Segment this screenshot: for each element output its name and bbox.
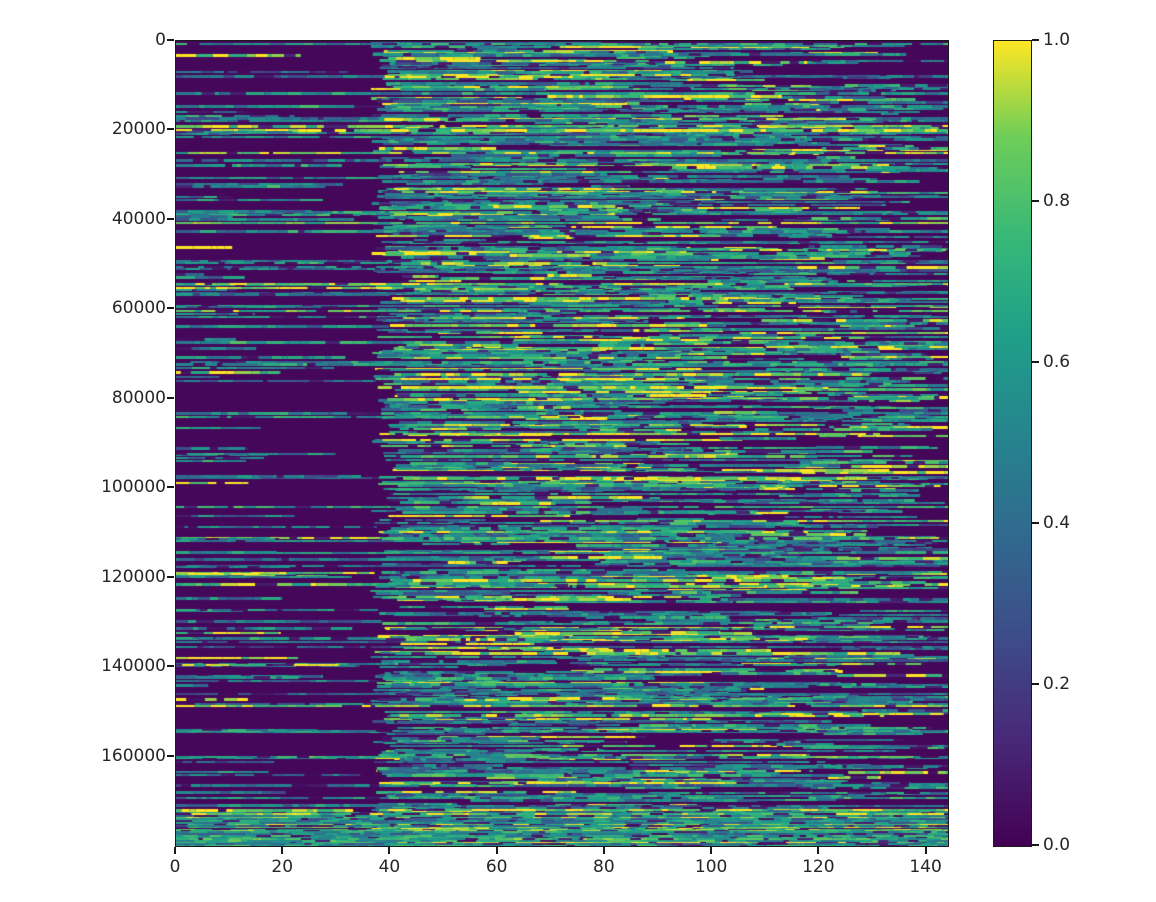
colorbar-gradient	[994, 41, 1031, 846]
y-tick-mark	[167, 396, 174, 399]
colorbar-tick-mark	[1032, 39, 1039, 41]
x-tick-label: 40	[378, 857, 401, 877]
x-tick-mark	[495, 847, 498, 854]
x-tick-label: 60	[485, 857, 508, 877]
x-tick-label: 0	[169, 857, 181, 877]
y-tick-label: 160000	[101, 745, 166, 766]
y-tick-label: 20000	[111, 119, 166, 140]
colorbar-tick-label: 0.6	[1043, 352, 1071, 372]
y-tick-mark	[167, 754, 174, 757]
y-tick-mark	[167, 217, 174, 220]
y-tick-mark	[167, 307, 174, 310]
colorbar-tick-label: 0.8	[1043, 191, 1071, 211]
y-tick-mark	[167, 39, 174, 41]
colorbar-tick-mark	[1032, 522, 1039, 524]
x-tick-mark	[174, 847, 176, 854]
y-tick-label: 40000	[111, 208, 166, 229]
colorbar	[993, 40, 1032, 847]
colorbar-tick-label: 0.4	[1043, 513, 1071, 533]
y-tick-label: 140000	[101, 656, 166, 677]
x-tick-mark	[602, 847, 605, 854]
x-tick-label: 140	[909, 857, 942, 877]
colorbar-tick-label: 0.2	[1043, 674, 1071, 694]
x-tick-label: 20	[271, 857, 294, 877]
plot-area	[175, 40, 949, 847]
colorbar-tick-label: 1.0	[1043, 30, 1071, 50]
y-tick-label: 120000	[101, 566, 166, 587]
x-tick-label: 100	[694, 857, 728, 877]
colorbar-tick-mark	[1032, 683, 1039, 685]
x-tick-mark	[388, 847, 391, 854]
colorbar-tick-label: 0.0	[1043, 835, 1071, 855]
heatmap-image	[176, 41, 948, 846]
y-tick-mark	[167, 128, 174, 131]
y-tick-label: 100000	[101, 477, 166, 498]
colorbar-tick-mark	[1032, 361, 1039, 363]
x-tick-mark	[710, 847, 713, 854]
colorbar-tick-mark	[1032, 844, 1039, 846]
colorbar-tick-mark	[1032, 200, 1039, 202]
y-tick-label: 60000	[111, 298, 166, 319]
y-tick-label: 0	[155, 30, 166, 50]
x-tick-label: 120	[802, 857, 835, 877]
x-tick-mark	[281, 847, 284, 854]
y-tick-label: 80000	[111, 387, 166, 408]
y-tick-mark	[167, 575, 174, 578]
y-tick-mark	[167, 486, 174, 489]
x-tick-mark	[924, 847, 927, 854]
y-tick-mark	[167, 665, 174, 668]
x-tick-label: 80	[593, 857, 615, 877]
x-tick-mark	[817, 847, 820, 854]
